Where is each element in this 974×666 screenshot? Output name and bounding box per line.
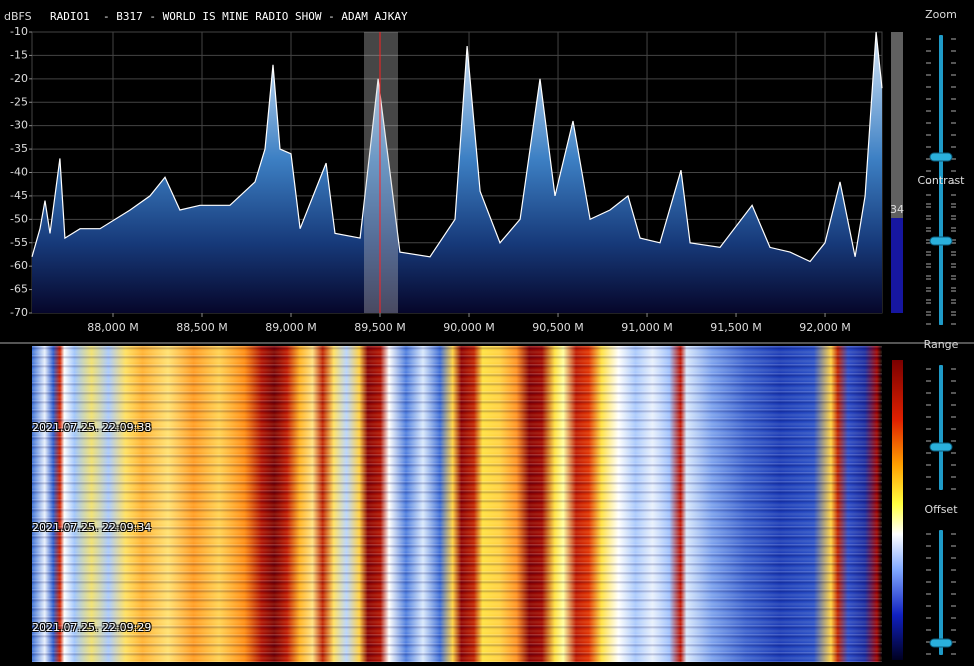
slider-label: Contrast — [917, 174, 965, 187]
y-tick-label: -40 — [10, 166, 28, 179]
filter-band[interactable] — [364, 32, 398, 313]
spectrum-line — [31, 31, 883, 263]
y-tick-label: -35 — [10, 142, 28, 155]
timestamp: 2021.07.25. 22:09:29 — [32, 621, 152, 634]
y-tick-label: -25 — [10, 95, 28, 108]
slider-label: Range — [924, 338, 959, 351]
slider-label: Zoom — [925, 8, 957, 21]
x-tick-label: 92,000 M — [799, 321, 850, 334]
y-tick-label: -65 — [10, 283, 28, 296]
slider-label: Offset — [924, 503, 958, 516]
slider-track — [939, 200, 943, 325]
station-name: RADIO1 - B317 - WORLD IS MINE RADIO SHOW… — [50, 10, 408, 23]
y-tick-label: -60 — [10, 259, 28, 272]
level-value: 34 — [890, 203, 904, 216]
x-tick-label: 91,000 M — [621, 321, 672, 334]
y-tick-label: -10 — [10, 25, 28, 38]
x-tick-label: 88,000 M — [87, 321, 138, 334]
slider-thumb[interactable] — [929, 152, 953, 162]
unit-label: dBFS — [4, 10, 32, 23]
slider-track — [939, 530, 943, 655]
x-tick-label: 88,500 M — [176, 321, 227, 334]
waterfall — [32, 346, 882, 662]
y-tick-label: -50 — [10, 212, 28, 225]
waterfall-color-bar — [892, 360, 903, 660]
slider-thumb[interactable] — [929, 236, 953, 246]
timestamp: 2021.07.25. 22:09:34 — [32, 521, 152, 534]
timestamp: 2021.07.25. 22:09:38 — [32, 421, 152, 434]
x-tick-label: 90,000 M — [443, 321, 494, 334]
y-tick-label: -15 — [10, 48, 28, 61]
x-tick-label: 90,500 M — [532, 321, 583, 334]
slider-thumb[interactable] — [929, 442, 953, 452]
level-bar-fill — [891, 218, 903, 313]
y-tick-label: -30 — [10, 119, 28, 132]
y-tick-label: -55 — [10, 236, 28, 249]
y-tick-label: -70 — [10, 306, 28, 319]
y-tick-label: -45 — [10, 189, 28, 202]
x-tick-label: 91,500 M — [710, 321, 761, 334]
x-tick-label: 89,000 M — [265, 321, 316, 334]
slider-track — [939, 365, 943, 490]
x-tick-label: 89,500 M — [354, 321, 405, 334]
slider-thumb[interactable] — [929, 638, 953, 648]
spectrum-fill — [32, 32, 882, 313]
y-tick-label: -20 — [10, 72, 28, 85]
